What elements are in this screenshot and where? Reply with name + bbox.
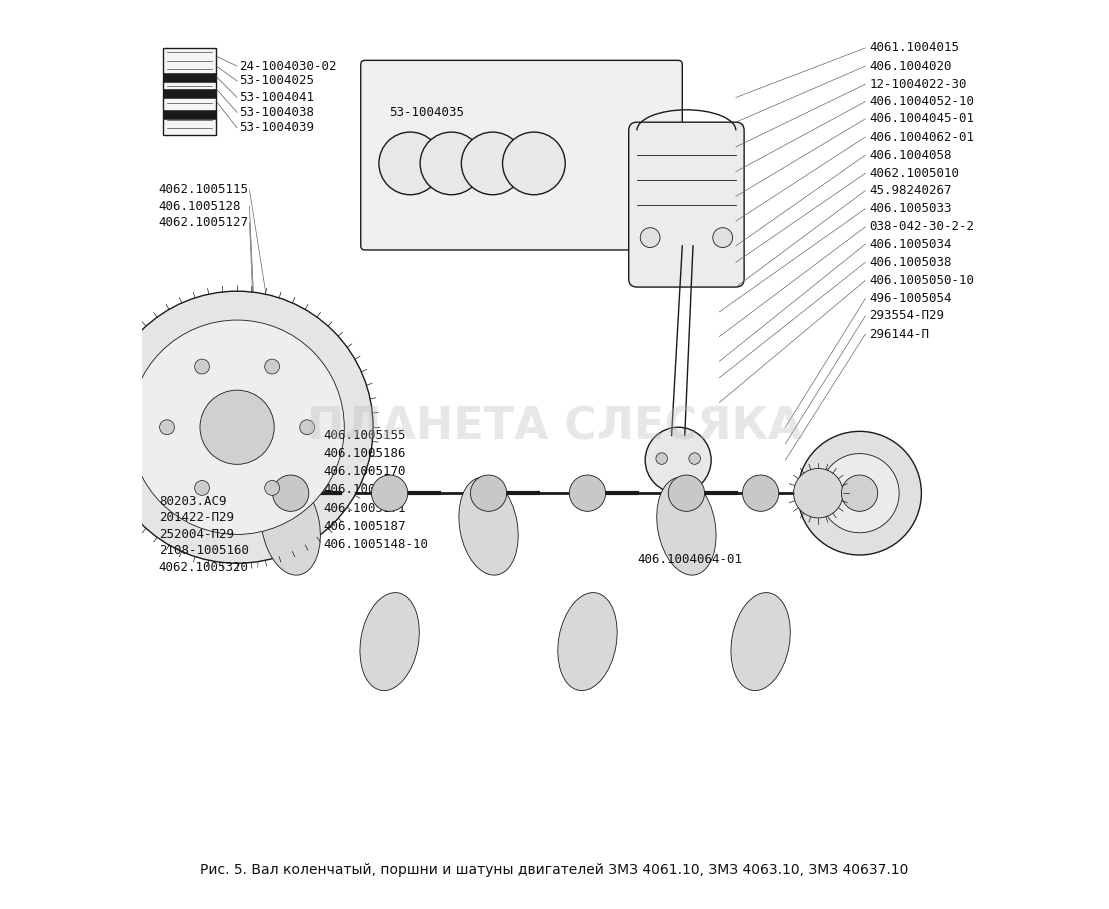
Circle shape bbox=[502, 132, 566, 195]
Circle shape bbox=[130, 320, 344, 534]
Circle shape bbox=[842, 475, 877, 512]
Bar bbox=[163, 89, 216, 98]
Circle shape bbox=[797, 432, 922, 555]
Text: 53-1004025: 53-1004025 bbox=[240, 75, 315, 87]
Ellipse shape bbox=[731, 593, 791, 691]
Circle shape bbox=[713, 228, 733, 247]
Circle shape bbox=[372, 475, 408, 512]
Text: 406.1005038: 406.1005038 bbox=[869, 255, 952, 269]
Text: 293554-П29: 293554-П29 bbox=[869, 309, 945, 323]
Text: 296144-П: 296144-П bbox=[869, 327, 929, 341]
Text: 45.98240267: 45.98240267 bbox=[869, 185, 952, 197]
Text: Рис. 5. Вал коленчатый, поршни и шатуны двигателей ЗМЗ 4061.10, ЗМЗ 4063.10, ЗМЗ: Рис. 5. Вал коленчатый, поршни и шатуны … bbox=[201, 864, 908, 877]
Text: 406.1004058: 406.1004058 bbox=[869, 149, 952, 162]
Bar bbox=[163, 73, 216, 82]
Circle shape bbox=[689, 453, 701, 464]
Text: 496-1005054: 496-1005054 bbox=[869, 292, 952, 305]
Circle shape bbox=[200, 390, 274, 464]
Text: 406.1005186: 406.1005186 bbox=[324, 447, 406, 460]
Circle shape bbox=[299, 420, 315, 435]
Circle shape bbox=[194, 359, 210, 374]
Text: 4062.1005320: 4062.1005320 bbox=[159, 561, 248, 574]
Text: 2108-1005160: 2108-1005160 bbox=[159, 544, 248, 557]
FancyBboxPatch shape bbox=[360, 60, 682, 250]
Text: 406.1005187: 406.1005187 bbox=[324, 520, 406, 533]
FancyBboxPatch shape bbox=[163, 48, 216, 135]
Circle shape bbox=[640, 228, 660, 247]
Text: 53-1004039: 53-1004039 bbox=[240, 122, 315, 135]
Text: 24-1004030-02: 24-1004030-02 bbox=[240, 60, 337, 73]
Text: 406.1004020: 406.1004020 bbox=[869, 60, 952, 73]
Ellipse shape bbox=[261, 477, 321, 575]
Circle shape bbox=[265, 481, 279, 495]
Text: 406.1005170: 406.1005170 bbox=[324, 465, 406, 478]
Text: 406.1004045-01: 406.1004045-01 bbox=[869, 113, 975, 125]
Ellipse shape bbox=[558, 593, 618, 691]
Circle shape bbox=[669, 475, 704, 512]
Circle shape bbox=[743, 475, 779, 512]
Ellipse shape bbox=[657, 477, 716, 575]
Text: 406.1004064-01: 406.1004064-01 bbox=[637, 553, 742, 565]
Circle shape bbox=[569, 475, 606, 512]
Text: ПЛАНЕТА СЛЕСЯКА: ПЛАНЕТА СЛЕСЯКА bbox=[307, 405, 802, 449]
Text: 406.1005128: 406.1005128 bbox=[159, 200, 242, 213]
Text: 201422-П29: 201422-П29 bbox=[159, 512, 234, 524]
Circle shape bbox=[645, 427, 711, 494]
Circle shape bbox=[194, 481, 210, 495]
Text: 406.1004052-10: 406.1004052-10 bbox=[869, 95, 975, 108]
Bar bbox=[163, 110, 216, 119]
Text: 406.1005186: 406.1005186 bbox=[324, 484, 406, 496]
Text: 406.1005050-10: 406.1005050-10 bbox=[869, 274, 975, 287]
Text: 4062.1005010: 4062.1005010 bbox=[869, 166, 959, 180]
Circle shape bbox=[379, 132, 441, 195]
Text: 406.1005171: 406.1005171 bbox=[324, 502, 406, 514]
Ellipse shape bbox=[459, 477, 518, 575]
Text: 4061.1004015: 4061.1004015 bbox=[869, 42, 959, 55]
Circle shape bbox=[101, 291, 373, 564]
Text: 4062.1005115: 4062.1005115 bbox=[159, 184, 248, 196]
Text: 4062.1005127: 4062.1005127 bbox=[159, 216, 248, 229]
Circle shape bbox=[794, 468, 843, 518]
Circle shape bbox=[461, 132, 523, 195]
Text: 406.1005155: 406.1005155 bbox=[324, 429, 406, 442]
Circle shape bbox=[820, 454, 899, 533]
Text: 406.1004062-01: 406.1004062-01 bbox=[869, 131, 975, 144]
Circle shape bbox=[470, 475, 507, 512]
Circle shape bbox=[160, 420, 174, 435]
Circle shape bbox=[265, 359, 279, 374]
Text: 12-1004022-30: 12-1004022-30 bbox=[869, 78, 967, 91]
Ellipse shape bbox=[360, 593, 419, 691]
Circle shape bbox=[655, 453, 668, 464]
Text: 406.1005034: 406.1005034 bbox=[869, 237, 952, 251]
Circle shape bbox=[273, 475, 308, 512]
Text: 406.1005033: 406.1005033 bbox=[869, 202, 952, 215]
Text: 53-1004035: 53-1004035 bbox=[389, 105, 465, 119]
Text: 53-1004041: 53-1004041 bbox=[240, 91, 315, 104]
Text: 53-1004038: 53-1004038 bbox=[240, 105, 315, 119]
Circle shape bbox=[420, 132, 482, 195]
Text: 406.1005148-10: 406.1005148-10 bbox=[324, 538, 429, 551]
Text: 80203.АС9: 80203.АС9 bbox=[159, 494, 226, 508]
Text: 252004-П29: 252004-П29 bbox=[159, 528, 234, 541]
Text: 038-042-30-2-2: 038-042-30-2-2 bbox=[869, 220, 975, 234]
FancyBboxPatch shape bbox=[629, 122, 744, 287]
